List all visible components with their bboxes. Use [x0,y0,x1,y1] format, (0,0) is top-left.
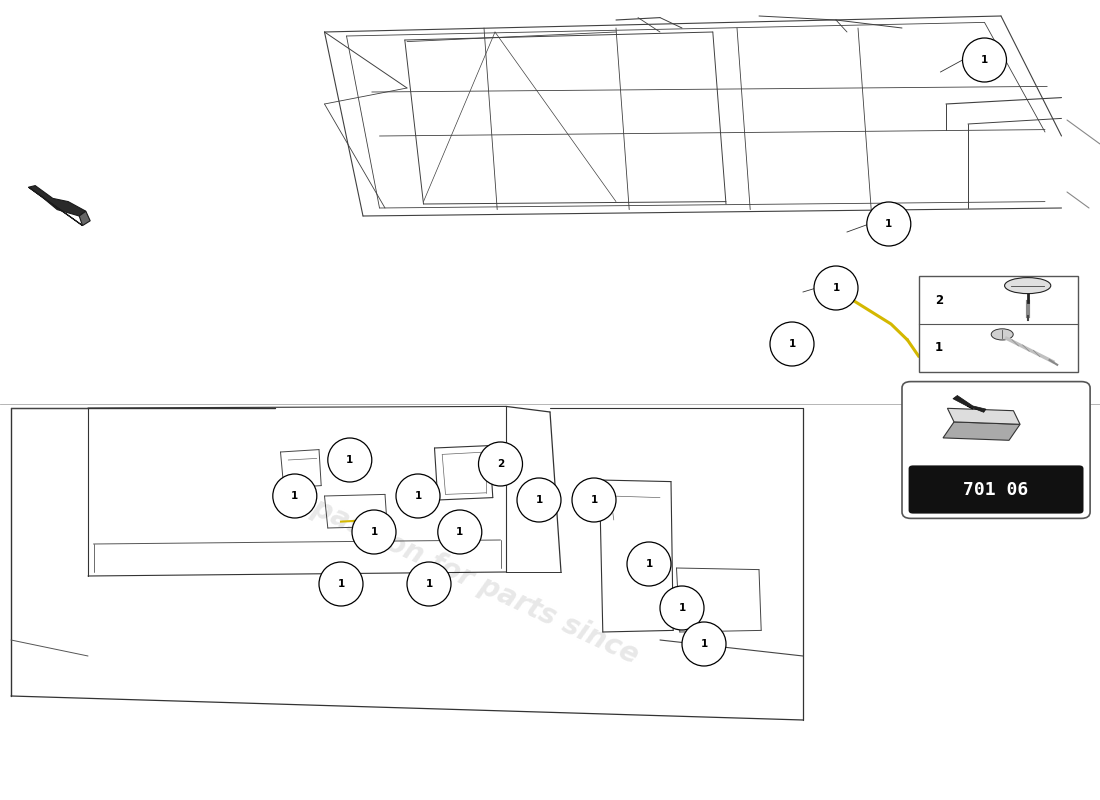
Ellipse shape [517,478,561,522]
Text: a passion for parts since: a passion for parts since [282,482,642,670]
Text: 1: 1 [426,579,432,589]
Polygon shape [943,422,1020,440]
Text: 1: 1 [415,491,421,501]
Ellipse shape [682,622,726,666]
Text: 1: 1 [646,559,652,569]
Polygon shape [947,408,1020,424]
Text: 1: 1 [338,579,344,589]
FancyBboxPatch shape [909,466,1084,514]
Text: 1: 1 [371,527,377,537]
Ellipse shape [572,478,616,522]
Ellipse shape [396,474,440,518]
FancyBboxPatch shape [902,382,1090,518]
Text: 1: 1 [591,495,597,505]
Text: 1: 1 [833,283,839,293]
Ellipse shape [328,438,372,482]
Polygon shape [29,186,86,216]
Polygon shape [29,187,82,226]
Polygon shape [953,395,986,412]
Ellipse shape [407,562,451,606]
Ellipse shape [478,442,522,486]
Ellipse shape [273,474,317,518]
Ellipse shape [867,202,911,246]
Text: 1: 1 [536,495,542,505]
Polygon shape [79,211,90,226]
Text: 701 06: 701 06 [964,482,1028,499]
Text: 1: 1 [886,219,892,229]
Text: 1: 1 [701,639,707,649]
Text: 1: 1 [789,339,795,349]
Ellipse shape [319,562,363,606]
Ellipse shape [1004,278,1050,294]
Ellipse shape [962,38,1006,82]
Text: 1: 1 [456,527,463,537]
Text: 2: 2 [497,459,504,469]
Text: 1: 1 [981,55,988,65]
Ellipse shape [991,329,1013,340]
Text: 1: 1 [292,491,298,501]
Ellipse shape [660,586,704,630]
Text: 2: 2 [935,294,943,306]
FancyBboxPatch shape [918,276,1078,372]
Ellipse shape [770,322,814,366]
Ellipse shape [814,266,858,310]
Text: 1: 1 [679,603,685,613]
Text: 1: 1 [346,455,353,465]
Ellipse shape [352,510,396,554]
Ellipse shape [627,542,671,586]
Ellipse shape [438,510,482,554]
Text: 1: 1 [935,342,943,354]
